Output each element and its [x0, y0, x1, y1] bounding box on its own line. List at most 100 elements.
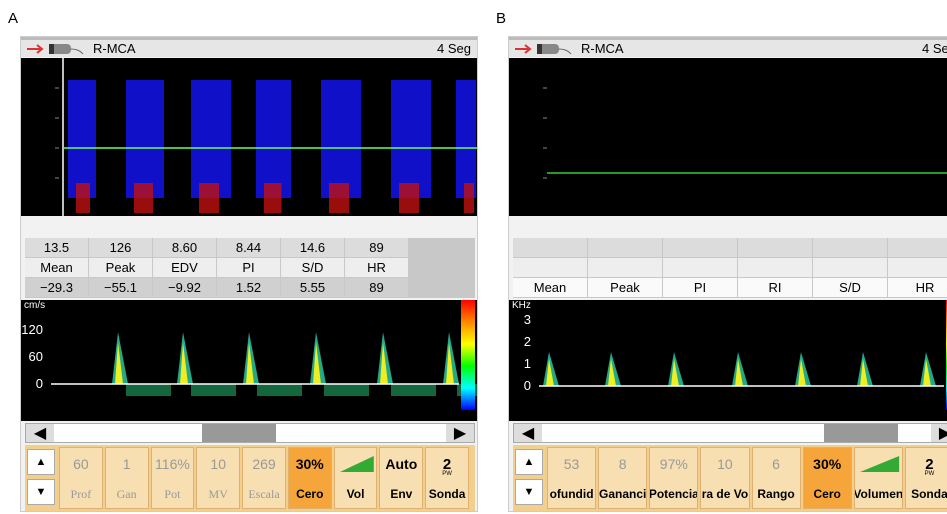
control[interactable]: 2 PW Sonda [425, 447, 469, 509]
control[interactable]: Auto Env [379, 447, 424, 509]
control-value: 10 [717, 456, 733, 472]
control[interactable]: 97% Potencia [649, 447, 699, 509]
ramp [339, 456, 374, 472]
spectrum-tick: 60 [28, 349, 43, 364]
table-cell [888, 238, 947, 257]
down-button[interactable]: ▼ [515, 479, 543, 505]
scroll-left[interactable]: ◀ [26, 424, 54, 442]
probe-cable [558, 48, 572, 55]
flow-blue [321, 80, 361, 198]
control[interactable]: 53 ofundid [547, 447, 597, 509]
control[interactable]: 6 Rango [751, 447, 801, 509]
scroll-thumb[interactable] [202, 424, 276, 442]
probe-tip [537, 44, 542, 54]
table-cell: Mean [513, 278, 587, 297]
table-cell: RI [738, 278, 812, 297]
spectrum-unit: KHz [512, 300, 531, 311]
control-value: 30% [813, 456, 842, 472]
flow-red [399, 183, 419, 213]
control-value: 10 [210, 456, 226, 472]
table-cell: Peak [89, 258, 152, 277]
table-cell: PI [663, 278, 737, 297]
control-label: Volumen [854, 487, 902, 501]
m-mode-display [509, 58, 947, 216]
arrow [515, 44, 532, 54]
control[interactable]: 8 Gananci [598, 447, 648, 509]
control[interactable]: Volumen [853, 447, 903, 509]
control-label: MV [208, 486, 228, 501]
control-label: Sonda [911, 487, 947, 501]
control[interactable]: 116% Pot [150, 447, 195, 509]
control[interactable]: 269 Escala [242, 447, 286, 509]
table-cell: 14.6 [281, 238, 344, 257]
control-value: 269 [252, 456, 276, 472]
probe [537, 44, 559, 54]
panel-letter: A [8, 10, 19, 27]
scrollbar[interactable]: ◀ ▶ [513, 423, 947, 443]
control-label: Cero [813, 487, 841, 501]
control[interactable]: 10 MV [196, 447, 241, 509]
spectrum-unit: cm/s [24, 300, 46, 311]
control-value: 97% [659, 456, 688, 472]
waveform-core [798, 358, 806, 386]
control-label: Potencia [650, 487, 698, 501]
waveform-core [608, 358, 616, 386]
table-cell: PI [217, 258, 280, 277]
up-button[interactable]: ▲ [515, 449, 543, 475]
waveform-reverse [324, 384, 369, 396]
control-value: 30% [295, 456, 324, 472]
flow-blue [126, 80, 164, 198]
table-cell: −29.3 [25, 278, 88, 297]
table-cell [813, 238, 887, 257]
waveform-core [115, 342, 123, 384]
control-value: Auto [385, 456, 418, 472]
scroll-left[interactable]: ◀ [514, 424, 542, 442]
table-cell: HR [345, 258, 408, 277]
up-button[interactable]: ▲ [27, 449, 55, 475]
waveform-core [546, 358, 554, 386]
waveform-core [735, 358, 743, 386]
table-cell: 1.52 [217, 278, 280, 297]
waveform-core [860, 358, 868, 386]
probe-icon [27, 44, 84, 55]
spectrum-tick: 120 [21, 322, 43, 337]
header-bar: R-MCA 4 Seg [509, 37, 947, 57]
control-value: 2 [925, 455, 934, 473]
table-cell [738, 238, 812, 257]
m-mode-bg [509, 58, 947, 216]
scroll-right[interactable]: ▶ [446, 424, 474, 442]
flow-blue [391, 80, 431, 198]
control-label: Rango [757, 487, 795, 501]
table-cell [663, 238, 737, 257]
header-bar: R-MCA 4 Seg [21, 37, 477, 57]
control[interactable]: 10 ra de Vo [700, 447, 750, 509]
control[interactable]: Vol [333, 447, 378, 509]
scroll-right[interactable]: ▶ [931, 424, 947, 442]
control[interactable]: 60 Prof [59, 447, 103, 509]
control-value: 2 [442, 455, 452, 473]
vessel-label: R-MCA [93, 41, 136, 56]
scrollbar[interactable]: ◀ ▶ [25, 423, 475, 443]
table-cell: HR [888, 278, 947, 297]
vessel-label: R-MCA [581, 41, 624, 56]
control[interactable]: 2 PW Sonda [904, 447, 947, 509]
control[interactable]: 1 Gan [104, 447, 149, 509]
down-button[interactable]: ▼ [27, 479, 55, 505]
control-value: 53 [563, 456, 580, 472]
table-cell [513, 258, 587, 277]
table-cell: −55.1 [89, 278, 152, 297]
table-cell: S/D [813, 278, 887, 297]
volume-ramp [859, 456, 899, 472]
control[interactable]: 30% Cero [287, 447, 332, 509]
scroll-thumb[interactable] [824, 424, 898, 442]
control-value: 1 [122, 456, 131, 472]
table-cell: 13.5 [25, 238, 88, 257]
table-cell [588, 258, 662, 277]
flow-red [264, 183, 282, 213]
control-label: Sonda [428, 487, 466, 501]
control-label: Env [390, 487, 413, 501]
table-cell: 8.60 [153, 238, 216, 257]
table-cell: −9.92 [153, 278, 216, 297]
control[interactable]: 30% Cero [802, 447, 852, 509]
